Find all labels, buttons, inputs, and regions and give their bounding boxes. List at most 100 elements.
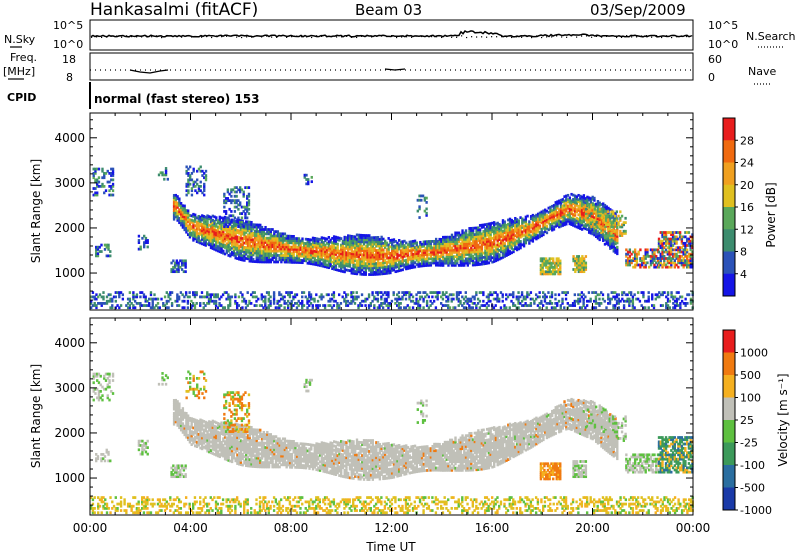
echo-cell xyxy=(691,233,694,237)
echo-cell xyxy=(367,306,371,310)
echo-cell xyxy=(661,244,664,247)
echo-cell xyxy=(588,218,591,222)
echo-cell xyxy=(196,178,199,182)
echo-cell xyxy=(341,263,345,267)
echo-cell xyxy=(559,266,562,269)
echo-cell xyxy=(237,216,240,220)
echo-cell xyxy=(324,252,327,256)
echo-cell xyxy=(369,236,373,240)
echo-cell xyxy=(211,214,214,218)
echo-cell xyxy=(243,233,246,236)
echo-cell xyxy=(473,261,477,265)
echo-cell xyxy=(208,232,211,236)
echo-cell xyxy=(579,212,582,215)
echo-cell xyxy=(255,238,258,242)
echo-cell xyxy=(401,240,404,244)
echo-cell xyxy=(480,241,484,244)
echo-cell xyxy=(399,251,403,255)
echo-cell xyxy=(387,269,390,273)
echo-cell xyxy=(572,255,575,258)
echo-cell xyxy=(593,196,596,200)
echo-cell xyxy=(609,218,612,222)
echo-cell xyxy=(192,228,195,231)
echo-cell xyxy=(399,264,403,268)
echo-cell xyxy=(246,229,250,232)
echo-cell xyxy=(609,221,612,224)
echo-cell xyxy=(139,302,142,305)
echo-cell xyxy=(452,240,455,243)
echo-cell xyxy=(345,255,348,259)
echo-cell xyxy=(234,241,237,245)
echo-cell xyxy=(364,297,367,301)
echo-cell xyxy=(203,171,206,175)
echo-cell xyxy=(373,257,376,261)
echo-cell xyxy=(685,261,689,265)
echo-cell xyxy=(657,244,661,247)
echo-cell xyxy=(461,231,464,235)
echo-cell xyxy=(296,248,299,251)
echo-cell xyxy=(237,244,241,248)
echo-cell xyxy=(603,229,607,233)
echo-cell xyxy=(449,242,452,246)
echo-cell xyxy=(538,211,542,215)
echo-cell xyxy=(429,291,432,294)
echo-cell xyxy=(551,224,554,228)
echo-cell xyxy=(450,263,454,267)
echo-cell xyxy=(510,234,513,237)
echo-cell xyxy=(405,265,408,269)
echo-cell xyxy=(192,225,195,229)
echo-cell xyxy=(471,244,475,247)
echo-cell xyxy=(498,238,501,241)
echo-cell xyxy=(199,180,202,184)
echo-cell xyxy=(505,239,508,242)
echo-cell xyxy=(264,297,267,301)
echo-cell xyxy=(366,262,369,266)
echo-cell xyxy=(248,222,251,226)
echo-cell xyxy=(405,260,408,264)
echo-cell xyxy=(246,248,250,252)
echo-cell xyxy=(245,250,248,254)
echo-cell xyxy=(682,259,685,263)
echo-cell xyxy=(610,246,614,250)
echo-cell xyxy=(280,260,283,264)
echo-cell xyxy=(232,243,236,246)
echo-cell xyxy=(609,234,612,237)
echo-cell xyxy=(176,201,179,205)
echo-cell xyxy=(317,252,320,256)
echo-cell xyxy=(267,230,271,234)
echo-cell xyxy=(605,242,608,245)
echo-cell xyxy=(260,236,264,240)
echo-cell xyxy=(308,299,311,303)
echo-cell xyxy=(484,242,487,246)
echo-cell xyxy=(273,249,276,253)
echo-cell xyxy=(179,214,183,218)
echo-cell xyxy=(602,226,605,230)
echo-cell xyxy=(487,229,491,232)
echo-cell xyxy=(429,261,433,265)
echo-cell xyxy=(160,297,163,301)
echo-cell xyxy=(223,223,226,226)
echo-cell xyxy=(551,226,554,230)
echo-cell xyxy=(373,266,376,270)
echo-cell xyxy=(318,257,322,261)
echo-cell xyxy=(272,302,276,305)
echo-cell xyxy=(491,241,494,245)
echo-cell xyxy=(343,253,346,256)
echo-cell xyxy=(264,299,267,303)
echo-cell xyxy=(274,306,278,310)
echo-cell xyxy=(271,238,274,242)
echo-cell xyxy=(635,259,639,263)
echo-cell xyxy=(330,293,334,297)
echo-cell xyxy=(646,252,649,256)
echo-cell xyxy=(211,242,214,246)
echo-cell xyxy=(218,297,221,301)
echo-cell xyxy=(459,291,462,294)
echo-cell xyxy=(512,224,515,228)
echo-cell xyxy=(224,197,228,200)
echo-cell xyxy=(507,244,510,248)
echo-cell xyxy=(230,231,234,235)
echo-cell xyxy=(575,216,579,220)
echo-cell xyxy=(262,251,265,255)
echo-cell xyxy=(255,243,258,246)
echo-cell xyxy=(227,228,230,231)
